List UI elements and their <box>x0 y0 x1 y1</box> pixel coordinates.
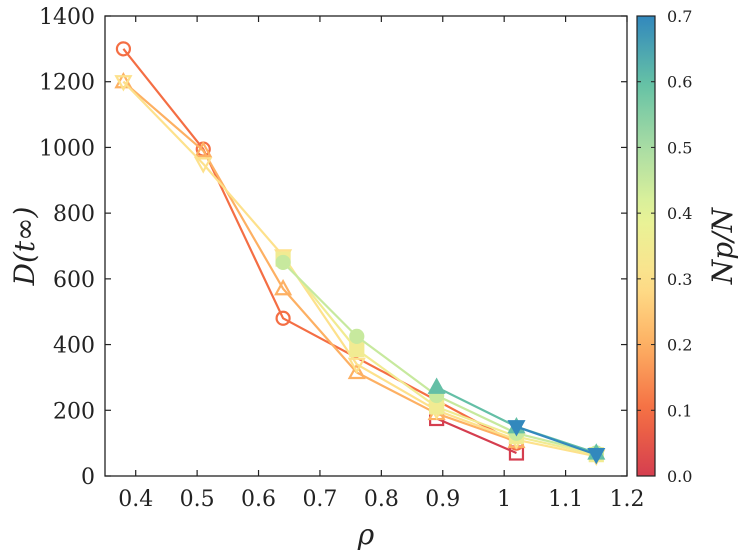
x-tick-label-6: 1 <box>497 487 511 512</box>
cbar-tick-label-6: 0.6 <box>667 73 692 92</box>
series-2-line <box>122 80 517 443</box>
x-tick-label-1: 0.5 <box>180 487 215 512</box>
series-2-point-1 <box>194 140 213 158</box>
colorbar: 0.0 0.1 0.2 0.3 0.4 0.5 0.6 0.7 <box>636 7 692 486</box>
y-tick-label-0: 0 <box>81 465 95 490</box>
series-6-point-0 <box>427 377 446 394</box>
plot-frame <box>104 15 628 477</box>
y-tick-label-6: 1200 <box>39 71 95 96</box>
colorbar-gradient <box>636 15 656 477</box>
x-tick-label-5: 0.9 <box>425 487 460 512</box>
cbar-tick-label-1: 0.1 <box>667 401 692 420</box>
x-tick-label-8: 1.2 <box>610 487 645 512</box>
y-tick-label-4: 800 <box>53 202 95 227</box>
cbar-tick-label-5: 0.5 <box>667 138 692 157</box>
cbar-tick-label-2: 0.2 <box>667 336 692 355</box>
series-3-point-1 <box>194 157 213 174</box>
series-5-point-1 <box>349 328 365 344</box>
y-axis-title: D(t∞) <box>8 207 41 287</box>
colorbar-title: Np/N <box>706 206 739 285</box>
series-2-point-2 <box>274 278 293 296</box>
cbar-tick-label-4: 0.4 <box>667 204 692 223</box>
series-5-point-0 <box>275 254 291 271</box>
x-tick-label-3: 0.7 <box>302 487 337 512</box>
series-1-point-0 <box>115 41 132 57</box>
axes-layer: 0.4 0.5 0.6 0.7 0.8 0.9 1 1.1 1.2 0 200 400 600 800 10… <box>39 5 645 512</box>
y-tick-label-5: 1000 <box>39 136 95 161</box>
series-3-point-3 <box>347 357 366 375</box>
series-7-line <box>516 425 597 456</box>
series-3-point-0 <box>114 75 133 92</box>
series-2-point-3 <box>347 362 366 380</box>
x-tick-label-7: 1.1 <box>548 487 583 512</box>
y-tick-label-2: 400 <box>53 334 95 359</box>
series-7-point-1 <box>587 448 606 465</box>
x-tick-label-0: 0.4 <box>118 487 153 512</box>
series-4-point-1 <box>349 341 365 358</box>
plot-area <box>105 16 627 476</box>
series-1-point-2 <box>275 310 291 326</box>
x-tick-label-4: 0.8 <box>364 487 399 512</box>
y-tick-label-7: 1400 <box>39 5 95 30</box>
y-tick-label-3: 600 <box>53 268 95 293</box>
series-0-line <box>436 417 517 455</box>
series-layer <box>114 41 606 467</box>
x-axis-title: ρ <box>357 518 375 551</box>
y-tick-label-1: 200 <box>53 399 95 424</box>
cbar-tick-label-0: 0.0 <box>667 467 692 486</box>
plot-background <box>105 16 627 476</box>
series-7 <box>507 420 606 465</box>
series-7-point-0 <box>507 420 526 437</box>
cbar-tick-label-3: 0.3 <box>667 270 692 289</box>
x-tick-label-2: 0.6 <box>241 487 276 512</box>
cbar-tick-label-7: 0.7 <box>667 7 692 26</box>
